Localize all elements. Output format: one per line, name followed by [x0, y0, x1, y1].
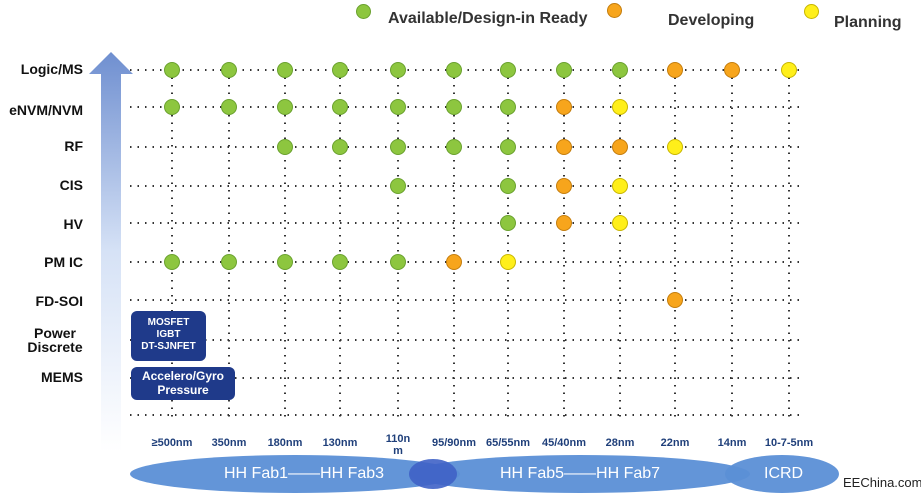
status-dot-available [332, 254, 348, 270]
fab1-label: HH Fab1——HH Fab3 [224, 465, 385, 482]
fab1-ellipse [130, 455, 460, 493]
row-label: HV [63, 216, 83, 232]
status-dot-planning [612, 99, 628, 115]
status-dot-available [332, 139, 348, 155]
status-dot-available [390, 99, 406, 115]
legend-planning-label: Planning [834, 14, 902, 31]
status-dot-available [221, 62, 237, 78]
status-dot-developing [667, 62, 683, 78]
row-label: CIS [59, 177, 83, 193]
status-dot-available [500, 139, 516, 155]
status-dot-available [500, 99, 516, 115]
status-dot-available [164, 99, 180, 115]
status-dot-available [164, 254, 180, 270]
status-dot-available [221, 254, 237, 270]
column-label: 28nm [605, 437, 635, 449]
column-label: 65/55nm [485, 437, 531, 449]
status-dot-available [332, 99, 348, 115]
column-label: 110n m [385, 433, 411, 457]
status-dot-available [390, 254, 406, 270]
status-dot-developing [612, 139, 628, 155]
legend-available-dot [356, 4, 371, 19]
status-dots [164, 62, 797, 308]
status-dot-developing [556, 99, 572, 115]
status-dot-developing [556, 215, 572, 231]
status-dot-developing [556, 139, 572, 155]
fab5-ellipse [410, 455, 750, 493]
icrd-ellipse [725, 455, 839, 493]
column-label: ≥500nm [151, 437, 193, 449]
status-dot-developing [667, 292, 683, 308]
status-dot-available [446, 62, 462, 78]
status-dot-developing [446, 254, 462, 270]
row-label: MEMS [41, 369, 83, 385]
row-label: FD-SOI [35, 293, 83, 309]
status-dot-planning [612, 215, 628, 231]
column-label: 10-7-5nm [764, 437, 814, 449]
row-label: RF [64, 138, 83, 154]
watermark: EEChina.com [843, 475, 921, 490]
fab-overlap [409, 459, 457, 489]
status-dot-planning [612, 178, 628, 194]
row-label: Logic/MS [20, 61, 83, 77]
status-dot-available [500, 62, 516, 78]
legend-developing-dot [607, 3, 622, 18]
status-dot-planning [781, 62, 797, 78]
row-label: Power Discrete [27, 325, 83, 355]
status-dot-planning [667, 139, 683, 155]
status-dot-available [164, 62, 180, 78]
column-label: 180nm [267, 437, 303, 449]
column-label: 350nm [211, 437, 247, 449]
legend-developing-label: Developing [668, 12, 755, 29]
column-label: 130nm [322, 437, 358, 449]
column-label: 45/40nm [541, 437, 587, 449]
power-discrete-box: MOSFET IGBT DT-SJNFET [131, 311, 206, 361]
status-dot-planning [500, 254, 516, 270]
fab5-label: HH Fab5——HH Fab7 [500, 465, 661, 482]
status-dot-available [277, 99, 293, 115]
status-dot-available [390, 62, 406, 78]
status-dot-developing [724, 62, 740, 78]
status-dot-available [332, 62, 348, 78]
status-dot-available [277, 139, 293, 155]
column-label: 22nm [660, 437, 690, 449]
row-label: PM IC [44, 254, 83, 270]
status-dot-available [221, 99, 237, 115]
progress-arrow [89, 52, 133, 452]
status-dot-available [556, 62, 572, 78]
status-dot-available [500, 178, 516, 194]
status-dot-available [277, 254, 293, 270]
legend-available-label: Available/Design-in Ready [388, 10, 588, 27]
status-dot-developing [556, 178, 572, 194]
column-label: 14nm [717, 437, 747, 449]
status-dot-available [446, 99, 462, 115]
icrd-label: ICRD [764, 465, 804, 482]
status-dot-available [277, 62, 293, 78]
status-dot-available [500, 215, 516, 231]
legend-planning-dot [804, 4, 819, 19]
status-dot-available [390, 178, 406, 194]
column-label: 95/90nm [431, 437, 477, 449]
mems-box: Accelero/Gyro Pressure [131, 367, 235, 400]
status-dot-available [446, 139, 462, 155]
status-dot-available [612, 62, 628, 78]
row-label: eNVM/NVM [9, 102, 83, 118]
status-dot-available [390, 139, 406, 155]
